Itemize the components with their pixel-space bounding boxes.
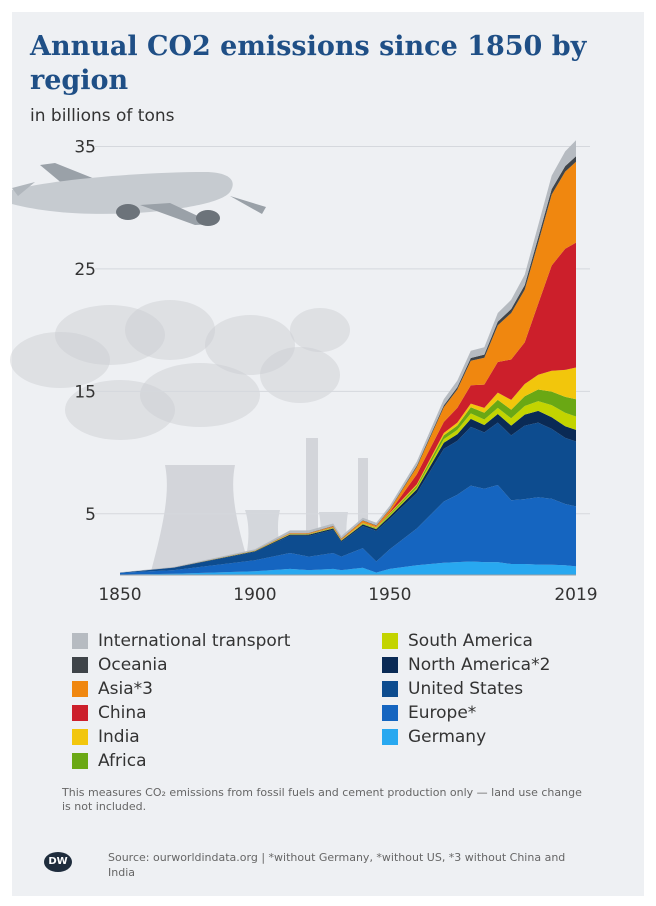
legend-item-europe: Europe* [382,702,476,724]
legend-item-united-states: United States [382,678,523,700]
stacked-areas [120,140,576,576]
x-tick-label: 1850 [98,585,141,605]
y-tick-label: 25 [74,260,96,280]
emissions-area-chart: 5 15 25 35 1850 1900 1950 2019 [10,137,598,605]
legend-item-north-america-2: North America*2 [382,654,550,676]
x-tick-label: 2019 [554,585,597,605]
area-europe [120,485,576,575]
legend-item-germany: Germany [382,726,486,748]
chimney [358,458,368,575]
chart-subtitle: in billions of tons [30,106,175,126]
legend-swatch [72,657,88,673]
source-note: Source: ourworldindata.org | *without Ge… [108,851,566,879]
area-india [120,367,576,573]
area-united-states [120,422,576,573]
y-axis-ticks: 5 15 25 35 [74,137,96,524]
legend-label: Europe* [408,703,477,723]
legend-swatch [72,729,88,745]
smoke-cloud [125,300,215,360]
legend-label: China [98,703,147,723]
legend-item-south-america: South America [382,630,533,652]
legend-swatch [382,657,398,673]
airplane-icon [12,163,266,226]
legend-item-oceania: Oceania [72,654,168,676]
smoke-cloud [140,363,260,427]
legend-label: Germany [408,727,487,747]
dw-logo: DW [44,852,72,872]
chart-title: Annual CO2 emissions since 1850 by regio… [30,31,587,96]
legend-label: Oceania [98,655,168,675]
legend-label: United States [408,679,524,699]
x-tick-label: 1900 [233,585,276,605]
legend-item-india: India [72,726,140,748]
x-tick-label: 1950 [368,585,411,605]
legend-label: North America*2 [408,655,551,675]
smoke-cloud [260,347,340,403]
legend-swatch [382,705,398,721]
legend-label: Asia*3 [98,679,153,699]
cooling-tower [150,465,252,575]
smoke-cloud [65,380,175,440]
legend-item-china: China [72,702,147,724]
legend-swatch [72,633,88,649]
legend-swatch [72,681,88,697]
y-tick-label: 35 [74,137,96,157]
smoke-cloud [205,315,295,375]
area-asia-3 [120,161,576,573]
legend-label: International transport [98,631,291,651]
legend-label: India [98,727,140,747]
y-tick-label: 15 [74,382,96,402]
background-illustration [10,300,368,575]
legend-item-international-transport: International transport [72,630,290,652]
legend-label: South America [408,631,533,651]
x-axis-ticks: 1850 1900 1950 2019 [98,585,597,605]
legend-swatch [72,705,88,721]
smoke-cloud [10,332,110,388]
smoke-cloud [55,305,165,365]
legend-label: Africa [98,751,147,771]
y-tick-label: 5 [85,505,96,525]
legend-swatch [382,633,398,649]
legend-swatch [382,681,398,697]
area-germany [120,561,576,575]
legend-swatch [72,753,88,769]
legend-item-africa: Africa [72,750,147,772]
legend-swatch [382,729,398,745]
smoke-cloud [290,308,350,352]
footnote: This measures CO₂ emissions from fossil … [62,786,582,813]
legend-item-asia-3: Asia*3 [72,678,153,700]
